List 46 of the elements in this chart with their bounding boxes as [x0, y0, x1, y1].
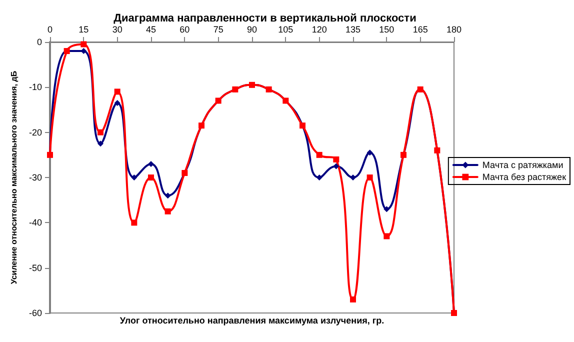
point — [164, 192, 171, 199]
x-tick-label: 90 — [246, 24, 258, 34]
point — [114, 88, 120, 95]
point — [366, 174, 373, 180]
x-tick-label: 105 — [278, 24, 294, 34]
x-axis-title: Улог относительно направления максимума излучения, гр. — [120, 316, 384, 326]
point — [316, 152, 322, 158]
point — [148, 160, 154, 167]
point — [333, 163, 340, 170]
x-tick-label: 135 — [345, 24, 361, 34]
y-tick-label: -30 — [28, 172, 42, 182]
x-tick-label: 30 — [112, 24, 122, 34]
point — [366, 150, 373, 156]
x-tick-label: 15 — [78, 24, 89, 34]
point — [164, 208, 171, 214]
y-tick-label: -60 — [28, 308, 42, 318]
y-tick-label: -50 — [28, 262, 42, 273]
x-tick-label: 120 — [312, 24, 327, 34]
y-tick-label: -20 — [28, 127, 42, 138]
point — [384, 233, 390, 240]
point — [316, 174, 322, 180]
y-axis-title: Усиление относительно максимального значения, дБ — [10, 70, 19, 284]
legend-label: Мачта без растяжек — [482, 172, 566, 182]
point — [350, 296, 356, 302]
point — [98, 140, 104, 147]
point — [148, 174, 154, 180]
chart-title: Диаграмма направленности в вертикальной плоскости — [114, 12, 416, 24]
x-tick-label: 180 — [446, 24, 462, 34]
point — [131, 174, 138, 180]
point — [350, 174, 356, 180]
y-tick-label: -40 — [28, 218, 42, 228]
point — [384, 206, 390, 212]
point — [114, 100, 120, 106]
x-tick-label: 150 — [379, 24, 394, 34]
legend-label: Мачта с ратяжками — [482, 160, 564, 170]
y-tick-label: -10 — [28, 82, 42, 92]
x-tick-label: 0 — [47, 24, 53, 34]
x-tick-label: 75 — [213, 24, 224, 34]
point — [131, 220, 138, 226]
x-tick-label: 60 — [180, 24, 190, 34]
point — [98, 129, 104, 136]
x-tick-label: 165 — [412, 24, 428, 34]
point — [333, 156, 340, 162]
y-tick-label: 0 — [36, 37, 42, 47]
x-tick-label: 45 — [146, 24, 156, 34]
point — [80, 41, 87, 48]
